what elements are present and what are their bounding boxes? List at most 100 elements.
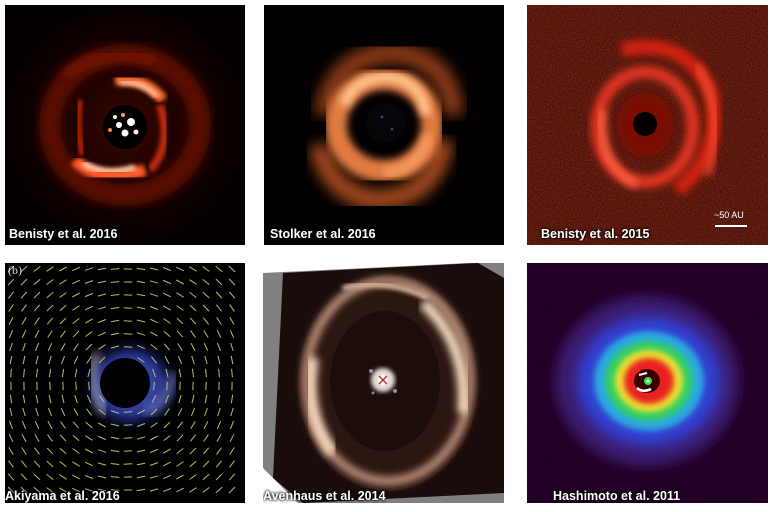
- polarization-vector: [21, 434, 27, 442]
- polarization-vector: [205, 368, 207, 378]
- polarization-vector: [149, 293, 159, 297]
- polarization-vector: [163, 461, 171, 467]
- polarization-vector: [61, 394, 65, 404]
- polarization-vector: [86, 394, 92, 404]
- polarization-vector: [189, 474, 197, 480]
- polarization-vector: [189, 266, 197, 272]
- polarization-vector: [165, 394, 169, 404]
- polarization-vector: [230, 407, 234, 417]
- polarization-vector: [215, 460, 223, 468]
- polarization-vector: [22, 407, 26, 417]
- polarization-vector: [60, 343, 66, 351]
- polarization-vector: [59, 304, 67, 312]
- polarization-vector: [191, 394, 195, 404]
- polarization-vector: [162, 292, 172, 298]
- polarization-vector: [22, 394, 26, 404]
- polarization-vector: [20, 278, 28, 286]
- polarization-vector: [204, 355, 208, 365]
- polarization-vector: [46, 279, 54, 285]
- caption-akiyama-2016: Akiyama et al. 2016: [5, 489, 120, 503]
- polarization-vector: [136, 306, 146, 310]
- polarization-vector: [150, 435, 158, 441]
- polarization-vector: [218, 368, 220, 378]
- polarization-vector: [74, 394, 78, 404]
- polarization-vector: [137, 357, 145, 363]
- polarization-vector: [151, 356, 157, 364]
- polarization-vector: [216, 434, 222, 442]
- polarization-vector: [165, 368, 169, 378]
- polarization-vector: [59, 266, 67, 272]
- polarization-vector: [20, 473, 28, 481]
- polarization-vector: [231, 368, 233, 378]
- panel-benisty-2015: ~50 AU Benisty et al. 2015: [527, 5, 768, 245]
- polarization-vector: [202, 291, 210, 299]
- polarization-vector: [176, 434, 184, 442]
- polarization-vector: [85, 331, 93, 337]
- polarization-vector: [215, 473, 223, 481]
- polarization-vector: [21, 317, 27, 325]
- polarization-vector: [162, 279, 172, 285]
- polarization-vector: [149, 462, 159, 466]
- polarization-vector: [21, 329, 27, 339]
- polarization-vector: [60, 421, 66, 429]
- polarization-vector: [8, 447, 14, 455]
- polarization-vector: [230, 394, 234, 404]
- polarization-vector: [8, 304, 14, 312]
- disk-image-hashimoto-2011: [527, 263, 768, 503]
- polarization-vector: [8, 460, 14, 468]
- polarization-vector: [230, 342, 234, 352]
- polarization-vector: [149, 306, 159, 310]
- polarization-vector: [176, 305, 184, 311]
- polarization-vector: [36, 368, 38, 378]
- polarization-vector: [46, 487, 54, 493]
- polarization-vector: [71, 279, 81, 285]
- polarization-vector: [110, 410, 120, 414]
- polarization-vector: [33, 278, 41, 286]
- polarization-vector: [47, 342, 53, 352]
- polarization-vector: [72, 421, 80, 429]
- polarization-vector: [97, 306, 107, 310]
- caption-benisty-2016: Benisty et al. 2016: [9, 227, 118, 241]
- polarization-vector: [216, 304, 222, 312]
- polarization-vector: [136, 344, 146, 350]
- polarization-vector: [21, 460, 27, 468]
- polarization-vector: [162, 488, 172, 492]
- polarization-vector: [163, 318, 171, 324]
- polarization-vector: [74, 368, 78, 378]
- polarization-vector: [136, 267, 146, 271]
- polarization-vector: [202, 447, 210, 455]
- polarization-vector: [73, 408, 79, 416]
- polarization-vector: [229, 317, 235, 325]
- polarization-vector: [33, 486, 41, 494]
- polarization-vector: [85, 318, 93, 324]
- polarization-vector: [136, 436, 146, 440]
- polarization-vector: [110, 332, 120, 336]
- polarization-vector: [202, 279, 210, 285]
- polarization-vector: [162, 267, 172, 271]
- polarization-vector: [190, 330, 196, 338]
- polarization-vector: [61, 355, 65, 365]
- polarization-vector: [204, 407, 208, 417]
- polarization-vector: [110, 306, 120, 310]
- polarization-vector: [203, 434, 209, 442]
- polarization-vector: [88, 381, 90, 391]
- polarization-vector: [189, 279, 197, 285]
- polarization-vector: [229, 447, 235, 455]
- polarization-vector: [71, 487, 81, 493]
- polarization-vector: [149, 488, 159, 492]
- polarization-vector: [84, 488, 94, 492]
- polarization-vector: [215, 278, 223, 286]
- polarization-vector: [98, 409, 106, 415]
- polarization-vector: [202, 487, 210, 493]
- polarization-vector: [33, 304, 41, 312]
- polarization-vector: [86, 408, 92, 416]
- polarization-vector: [47, 330, 53, 338]
- polarization-vector: [9, 342, 13, 352]
- polarization-vector: [47, 434, 53, 442]
- polarization-vector: [97, 488, 107, 492]
- polarization-vector: [84, 461, 94, 467]
- polarization-vector: [178, 394, 182, 404]
- polarization-vector: [216, 330, 222, 338]
- polarization-vector: [84, 305, 94, 311]
- polarization-vector: [203, 317, 209, 325]
